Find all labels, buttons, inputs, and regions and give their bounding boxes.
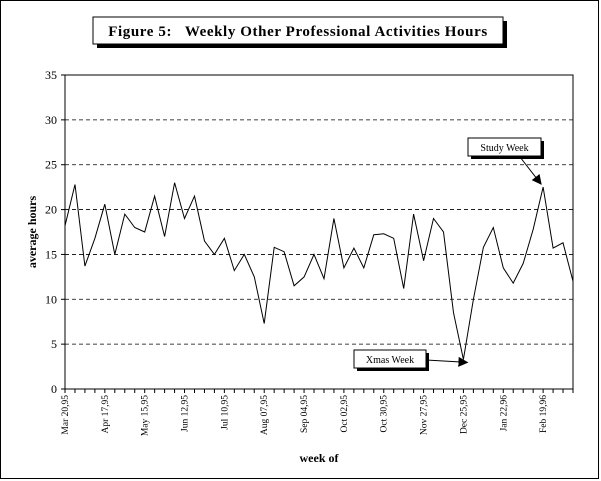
annotation-text: Study Week bbox=[480, 143, 528, 154]
x-tick-label: Jan 22,96 bbox=[499, 395, 509, 432]
x-tick-label: Oct 30,95 bbox=[380, 395, 390, 433]
annotations: Study Week Xmas Week bbox=[353, 137, 544, 371]
x-tick-label: Sep 04,95 bbox=[300, 395, 310, 433]
annotation-0: Study Week bbox=[467, 137, 544, 185]
x-tick-label: Dec 25,95 bbox=[459, 395, 469, 434]
x-tick-label: Aug 07,95 bbox=[260, 395, 270, 435]
x-tick-label: Apr 17,95 bbox=[101, 395, 111, 434]
x-tick-label: Mar 20,95 bbox=[61, 395, 71, 435]
chart-title: Figure 5: Weekly Other Professional Acti… bbox=[108, 24, 488, 40]
title-box bbox=[92, 16, 504, 45]
x-tick-label: Feb 19,96 bbox=[539, 395, 549, 433]
annotation-1: Xmas Week bbox=[353, 349, 469, 371]
x-tick-label: May 15,95 bbox=[141, 395, 151, 436]
y-tick-label: 20 bbox=[45, 203, 57, 217]
y-tick-label: 0 bbox=[51, 382, 57, 396]
y-tick-label: 30 bbox=[45, 113, 57, 127]
y-tick-label: 5 bbox=[51, 337, 57, 351]
x-tick-label: Oct 02,95 bbox=[340, 395, 350, 433]
annotation-arrow bbox=[425, 356, 469, 367]
grid-lines bbox=[65, 119, 573, 345]
annotation-text: Xmas Week bbox=[366, 355, 414, 366]
plot-area bbox=[64, 74, 574, 390]
y-axis-ticks: 0 5 10 15 20 25 30 35 bbox=[45, 68, 65, 396]
y-tick-label: 35 bbox=[45, 68, 57, 82]
series-layer bbox=[64, 182, 574, 360]
series-line bbox=[64, 182, 574, 360]
annotation-box bbox=[353, 349, 427, 369]
x-tick-label: Nov 27,95 bbox=[420, 395, 430, 435]
x-axis-label: week of bbox=[300, 451, 340, 465]
y-tick-label: 15 bbox=[45, 247, 57, 261]
y-tick-label: 10 bbox=[45, 292, 57, 306]
annotation-arrow bbox=[519, 156, 542, 185]
annotation-box bbox=[467, 137, 542, 157]
chart-title-box: Figure 5: Weekly Other Professional Acti… bbox=[92, 16, 507, 48]
x-tick-label: Jun 12,95 bbox=[181, 395, 191, 432]
y-tick-label: 25 bbox=[45, 158, 57, 172]
y-axis-label: average hours bbox=[25, 196, 39, 269]
x-tick-label: Jul 10,95 bbox=[220, 395, 230, 430]
x-axis-ticks: Mar 20,95 Apr 17,95 May 15,95 Jun 12,95 Jul … bbox=[61, 389, 574, 436]
